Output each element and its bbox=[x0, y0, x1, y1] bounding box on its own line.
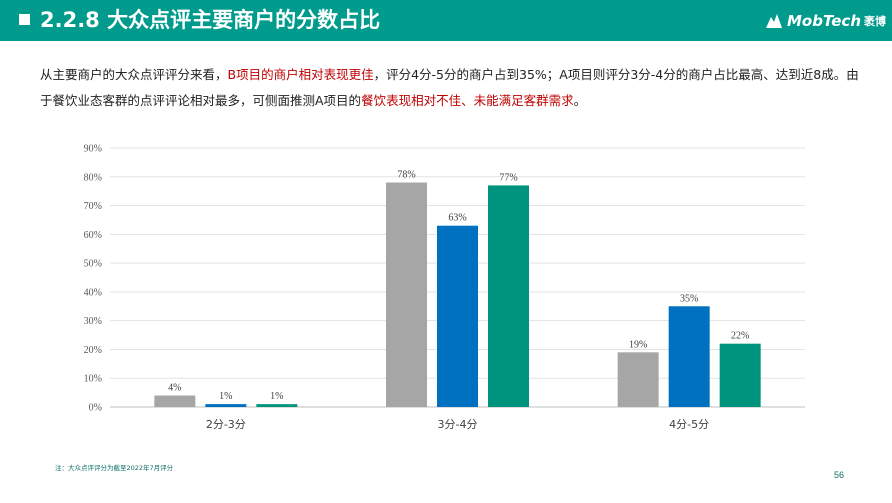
data-label: 1% bbox=[219, 391, 232, 402]
bar bbox=[437, 225, 478, 407]
page-title: 2.2.8 大众点评主要商户的分数占比 bbox=[40, 8, 381, 32]
y-tick-label: 90% bbox=[84, 144, 102, 155]
mobtech-logo: MobTech 袤博 bbox=[765, 11, 886, 31]
data-label: 35% bbox=[680, 293, 698, 304]
footnote: 注：大众点评评分为截至2022年7月评分 bbox=[55, 464, 174, 472]
data-label: 1% bbox=[270, 391, 283, 402]
bar bbox=[386, 182, 427, 407]
description-text: 从主要商户的大众点评评分来看，B项目的商户相对表现更佳，评分4分-5分的商户占到… bbox=[40, 62, 860, 114]
page-number: 56 bbox=[833, 470, 844, 480]
desc-highlight-2: 餐饮表现相对不佳、未能满足客群需求 bbox=[361, 93, 574, 108]
bar bbox=[719, 343, 761, 407]
desc-part-1: 从主要商户的大众点评评分来看， bbox=[40, 67, 228, 82]
data-label: 63% bbox=[448, 213, 466, 224]
x-category-label: 2分-3分 bbox=[206, 418, 246, 431]
y-tick-label: 30% bbox=[84, 316, 102, 327]
mobtech-logo-icon bbox=[765, 14, 782, 28]
bar bbox=[617, 352, 659, 407]
y-tick-label: 20% bbox=[84, 345, 102, 356]
bar bbox=[488, 185, 529, 407]
bar bbox=[256, 404, 298, 407]
y-tick-label: 10% bbox=[84, 374, 102, 385]
data-label: 77% bbox=[499, 172, 517, 183]
data-label: 19% bbox=[629, 339, 647, 350]
y-tick-label: 80% bbox=[84, 172, 102, 183]
x-category-label: 3分-4分 bbox=[438, 418, 478, 431]
brand-name: MobTech bbox=[786, 12, 861, 30]
brand-name-cn: 袤博 bbox=[864, 15, 886, 28]
y-tick-label: 0% bbox=[89, 403, 102, 414]
header-bar: 2.2.8 大众点评主要商户的分数占比 MobTech 袤博 bbox=[0, 0, 892, 41]
bar bbox=[154, 395, 196, 407]
bar bbox=[205, 404, 247, 407]
y-tick-label: 60% bbox=[84, 230, 102, 241]
data-label: 22% bbox=[731, 331, 749, 342]
y-tick-label: 40% bbox=[84, 287, 102, 298]
y-tick-label: 50% bbox=[84, 259, 102, 270]
y-tick-label: 70% bbox=[84, 201, 102, 212]
bar bbox=[668, 306, 710, 407]
desc-highlight-1: B项目的商户相对表现更佳 bbox=[227, 67, 374, 82]
data-label: 78% bbox=[397, 170, 415, 181]
x-category-label: 4分-5分 bbox=[669, 418, 709, 431]
data-label: 4% bbox=[168, 382, 181, 393]
desc-part-3: ，评分4分-5分的商户占到35%；A项目则评分3分-4分的商户占比最高、达到近8… bbox=[40, 67, 859, 108]
title-bullet bbox=[19, 14, 30, 25]
desc-part-5: 。 bbox=[573, 93, 587, 108]
